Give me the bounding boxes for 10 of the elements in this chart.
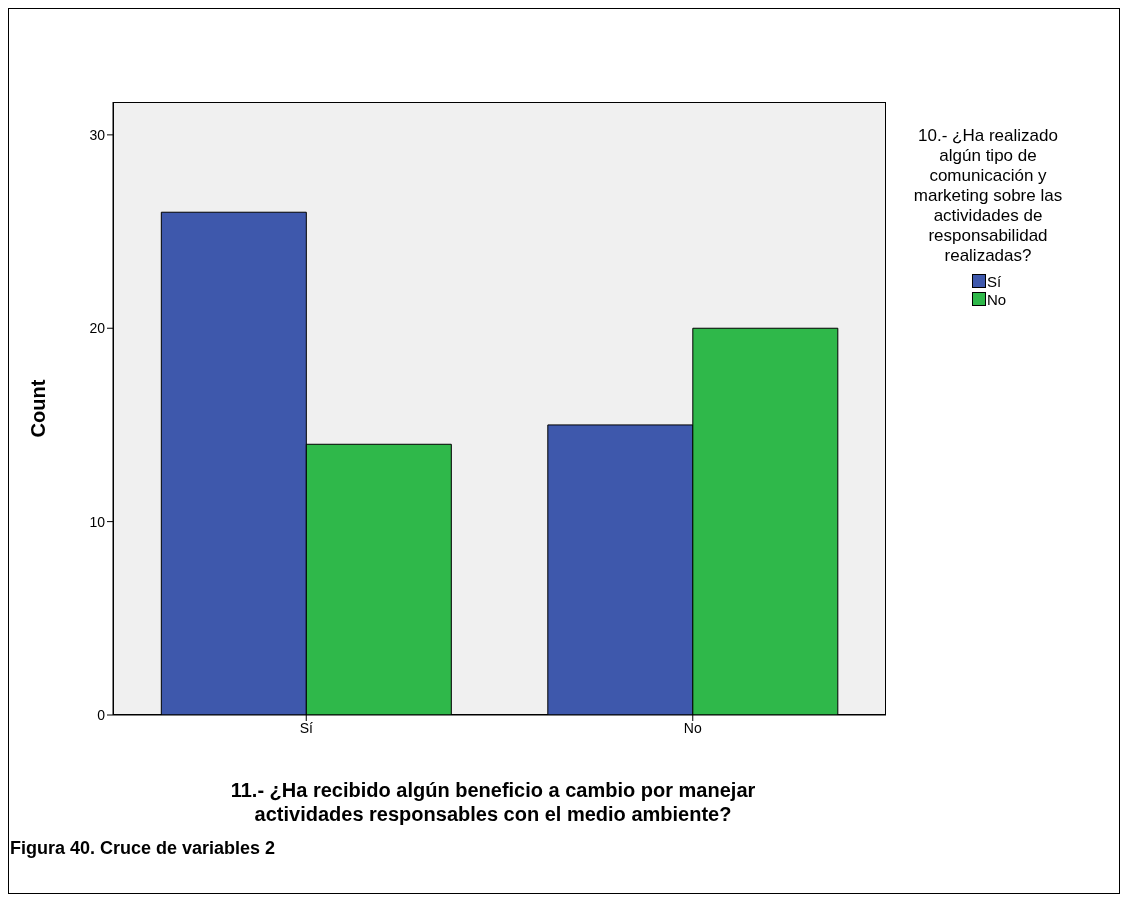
x-axis-title: 11.- ¿Ha recibido algún beneficio a cambio por manejar actividades responsables con el medio ambiente? (229, 778, 757, 826)
y-axis-title: Count (27, 379, 50, 438)
y-tick-label: 30 (89, 126, 106, 143)
legend-label: Sí (987, 272, 1002, 290)
text: Figura 40. Cruce de variables 2 (10, 838, 276, 859)
y-tick-label: 20 (89, 320, 106, 337)
y-tick-label: 0 (97, 706, 106, 723)
legend-title: 10.- ¿Ha realizado algún tipo de comunicación y marketing sobre las actividades de responsabilidad realizadas? (912, 126, 1064, 266)
y-tick-label: 10 (89, 513, 106, 530)
legend-label: No (987, 290, 1007, 308)
